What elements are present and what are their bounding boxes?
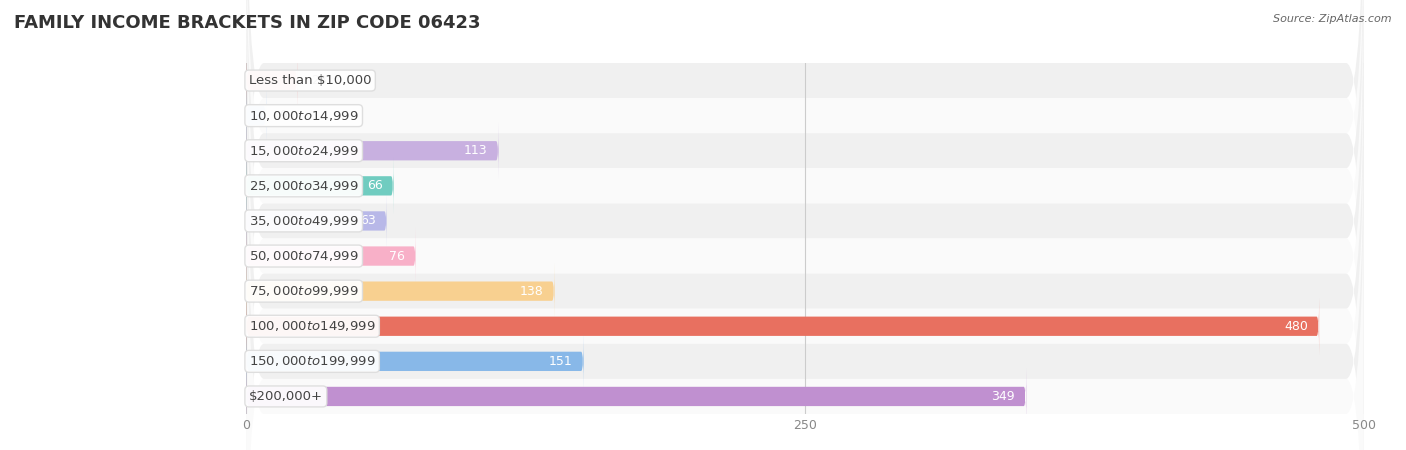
- Text: $35,000 to $49,999: $35,000 to $49,999: [249, 214, 359, 228]
- Text: 480: 480: [1284, 320, 1308, 333]
- Text: 138: 138: [520, 285, 543, 297]
- Text: $100,000 to $149,999: $100,000 to $149,999: [249, 319, 375, 333]
- FancyBboxPatch shape: [246, 87, 266, 144]
- FancyBboxPatch shape: [246, 63, 1364, 450]
- FancyBboxPatch shape: [246, 368, 1026, 425]
- Text: 76: 76: [389, 250, 405, 262]
- Text: 63: 63: [360, 215, 375, 227]
- Text: Less than $10,000: Less than $10,000: [249, 74, 371, 87]
- Text: 151: 151: [548, 355, 572, 368]
- Text: $150,000 to $199,999: $150,000 to $199,999: [249, 354, 375, 369]
- FancyBboxPatch shape: [246, 0, 1364, 344]
- Text: $25,000 to $34,999: $25,000 to $34,999: [249, 179, 359, 193]
- FancyBboxPatch shape: [246, 0, 1364, 414]
- Text: $50,000 to $74,999: $50,000 to $74,999: [249, 249, 359, 263]
- FancyBboxPatch shape: [246, 0, 1364, 379]
- Text: $75,000 to $99,999: $75,000 to $99,999: [249, 284, 359, 298]
- Text: 113: 113: [464, 144, 488, 157]
- Text: $10,000 to $14,999: $10,000 to $14,999: [249, 108, 359, 123]
- FancyBboxPatch shape: [246, 28, 1364, 450]
- FancyBboxPatch shape: [246, 122, 499, 180]
- Text: 349: 349: [991, 390, 1015, 403]
- FancyBboxPatch shape: [246, 227, 416, 285]
- FancyBboxPatch shape: [246, 133, 1364, 450]
- Text: 9: 9: [280, 109, 287, 122]
- Text: 66: 66: [367, 180, 382, 192]
- FancyBboxPatch shape: [246, 0, 1364, 450]
- FancyBboxPatch shape: [246, 262, 554, 320]
- FancyBboxPatch shape: [246, 0, 1364, 449]
- FancyBboxPatch shape: [246, 297, 1319, 355]
- Text: FAMILY INCOME BRACKETS IN ZIP CODE 06423: FAMILY INCOME BRACKETS IN ZIP CODE 06423: [14, 14, 481, 32]
- Text: 23: 23: [311, 74, 326, 87]
- FancyBboxPatch shape: [246, 157, 394, 215]
- FancyBboxPatch shape: [246, 52, 298, 109]
- Text: Source: ZipAtlas.com: Source: ZipAtlas.com: [1274, 14, 1392, 23]
- Text: $15,000 to $24,999: $15,000 to $24,999: [249, 144, 359, 158]
- FancyBboxPatch shape: [246, 333, 583, 390]
- FancyBboxPatch shape: [246, 0, 1364, 450]
- FancyBboxPatch shape: [246, 98, 1364, 450]
- Text: $200,000+: $200,000+: [249, 390, 323, 403]
- FancyBboxPatch shape: [246, 192, 387, 250]
